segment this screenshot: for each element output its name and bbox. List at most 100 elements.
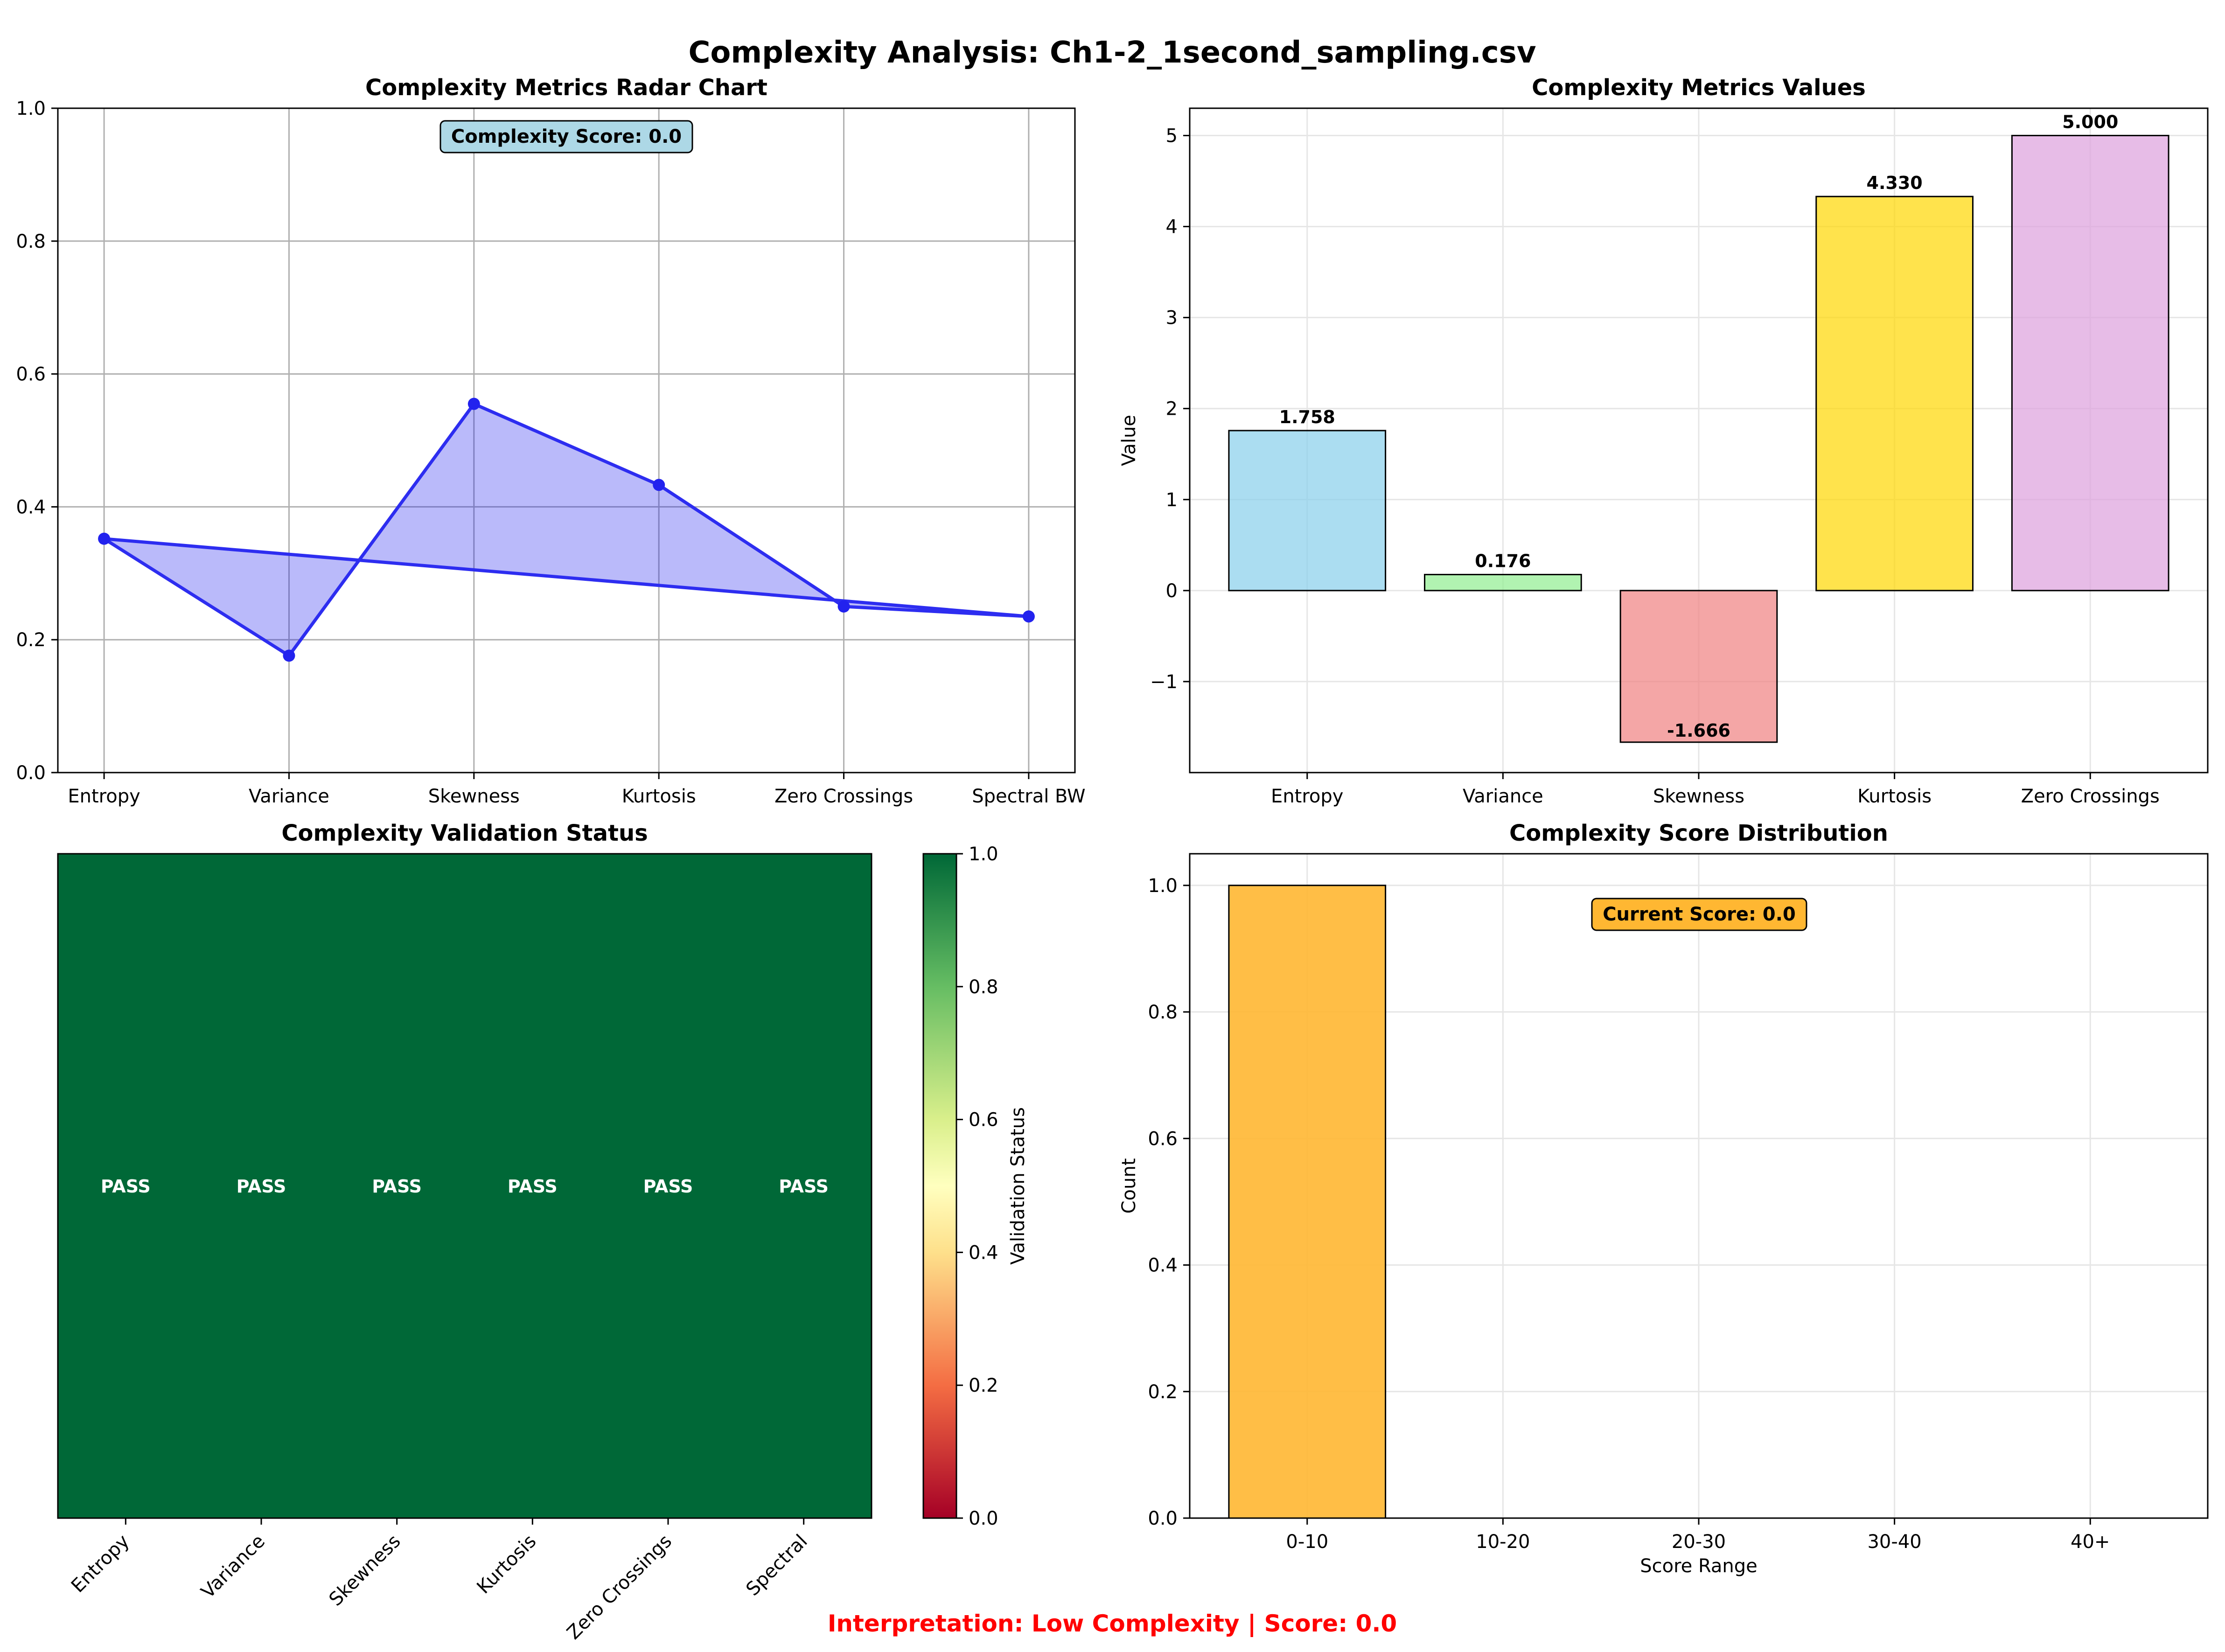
distribution-annotation-box (1591, 898, 1807, 931)
distribution-title: Complexity Score Distribution (1509, 820, 1888, 846)
colorbar-tick-label: 0.4 (969, 1242, 998, 1263)
colorbar-label: Validation Status (1007, 1107, 1029, 1265)
metrics-bar-value-label: 0.176 (1475, 551, 1531, 572)
distribution-ylabel: Count (1118, 1158, 1140, 1214)
heatmap-colorbar: 0.0 0.2 0.4 0.6 0.8 1.0 (922, 843, 998, 1529)
radar-ytick-label: 0.2 (16, 629, 46, 651)
heatmap-cell-label: PASS (779, 1176, 829, 1197)
metrics-ytick-label: 2 (1166, 398, 1178, 420)
radar-panel: Complexity Metrics Radar Chart Entropy Va… (16, 75, 1085, 807)
colorbar-tick-label: 1.0 (969, 843, 998, 865)
radar-score-annotation: Complexity Score: 0.0 (439, 120, 693, 153)
heatmap-cells: PASS PASS PASS PASS PASS PASS (58, 854, 872, 1518)
radar-xtick-label: Entropy (68, 786, 140, 807)
heatmap-cell-label: PASS (643, 1176, 693, 1197)
radar-title: Complexity Metrics Radar Chart (365, 75, 767, 101)
radar-ytick-label: 0.8 (16, 231, 46, 252)
metrics-ytick-label: 0 (1166, 580, 1178, 602)
distribution-ytick-label: 0.6 (1148, 1128, 1178, 1150)
metrics-ytick-label: 4 (1166, 216, 1178, 238)
radar-xtick-label: Kurtosis (622, 786, 696, 807)
heatmap-cell-label: PASS (372, 1176, 422, 1197)
radar-ytick-label: 0.0 (16, 762, 46, 784)
distribution-ytick-label: 0.2 (1148, 1381, 1178, 1403)
radar-point (283, 649, 295, 662)
distribution-bars (1228, 885, 1387, 1519)
radar-point (1022, 610, 1035, 623)
distribution-score-annotation: Current Score: 0.0 (1591, 898, 1807, 931)
heatmap-cell-label: PASS (508, 1176, 558, 1197)
heatmap-frame (57, 853, 872, 1519)
radar-point (98, 532, 111, 545)
heatmap-cell (193, 854, 329, 1518)
metrics-bar-value-label: -1.666 (1667, 720, 1730, 741)
metrics-bar-value-label: 1.758 (1279, 407, 1335, 427)
heatmap-cell (736, 854, 872, 1518)
metrics-bar-axes: −1 0 1 2 3 4 5 Entropy Variance Skewness Kurtosis Z… (1150, 125, 2160, 807)
radar-ytick-label: 0.4 (16, 496, 46, 518)
distribution-bar (1228, 885, 1387, 1519)
distribution-xtick-label: 0-10 (1286, 1531, 1328, 1553)
metrics-bar (1815, 195, 1974, 592)
metrics-bar (2011, 135, 2169, 592)
distribution-ytick-label: 0.0 (1148, 1508, 1178, 1529)
figure-title: Complexity Analysis: Ch1-2_1second_sampl… (688, 35, 1536, 70)
radar-xtick-label: Skewness (428, 786, 520, 807)
distribution-axes: 0.0 0.2 0.4 0.6 0.8 1.0 0-10 10-20 20-30 30-40 40+ (1148, 875, 2110, 1553)
radar-point (837, 600, 850, 613)
metrics-ytick-label: 5 (1166, 125, 1178, 147)
radar-plot-frame (57, 107, 1076, 774)
heatmap-cell (329, 854, 465, 1518)
metrics-bar-panel: Complexity Metrics Values 1.758 0.176 -1.6… (1118, 75, 2209, 807)
metrics-bar (1424, 574, 1582, 592)
metrics-xtick-label: Kurtosis (1857, 786, 1932, 807)
metrics-bar-ylabel: Value (1118, 415, 1140, 466)
distribution-ytick-label: 0.4 (1148, 1255, 1178, 1276)
distribution-xtick-label: 20-30 (1672, 1531, 1726, 1553)
metrics-bar-title: Complexity Metrics Values (1532, 75, 1866, 101)
radar-annotation-text: Complexity Score: 0.0 (451, 126, 682, 147)
distribution-xtick-label: 40+ (2071, 1531, 2110, 1553)
radar-points (98, 397, 1035, 662)
distribution-xtick-label: 30-40 (1867, 1531, 1921, 1553)
distribution-xlabel: Score Range (1640, 1555, 1758, 1577)
distribution-xtick-label: 10-20 (1476, 1531, 1530, 1553)
distribution-annotation-text: Current Score: 0.0 (1603, 904, 1796, 925)
radar-ytick-label: 1.0 (16, 98, 46, 119)
metrics-bar (1228, 430, 1387, 592)
colorbar-tick-label: 0.0 (969, 1508, 998, 1529)
radar-point (653, 479, 665, 491)
score-distribution-panel: Complexity Score Distribution 0.00.20.40… (1118, 820, 2209, 1577)
radar-xtick-label: Zero Crossings (774, 786, 913, 807)
metrics-xtick-label: Entropy (1271, 786, 1343, 807)
distribution-ytick-label: 0.8 (1148, 1002, 1178, 1023)
heatmap-cell (600, 854, 736, 1518)
metrics-bar-value-label: 4.330 (1867, 173, 1923, 193)
radar-annotation-box (439, 120, 693, 153)
metrics-bar-value-label: 5.000 (2062, 112, 2118, 132)
radar-axes: Entropy Variance Skewness Kurtosis Zero Cros… (16, 98, 1085, 807)
metrics-xtick-label: Variance (1463, 786, 1543, 807)
metrics-xtick-label: Zero Crossings (2021, 786, 2160, 807)
colorbar-bar (922, 853, 957, 1519)
radar-ytick-label: 0.6 (16, 364, 46, 385)
colorbar-tick-label: 0.6 (969, 1109, 998, 1131)
distribution-ytick-label: 1.0 (1148, 875, 1178, 897)
radar-point (467, 397, 480, 410)
metrics-bars: 1.758 0.176 -1.666 4.330 5.000 (1228, 112, 2169, 743)
heatmap-cell (58, 854, 194, 1518)
heatmap-cell-label: PASS (101, 1176, 151, 1197)
heatmap-cell (465, 854, 601, 1518)
metrics-bar (1619, 590, 1778, 743)
heatmap-title: Complexity Validation Status (281, 820, 648, 846)
metrics-ytick-label: 3 (1166, 307, 1178, 329)
metrics-ytick-label: 1 (1166, 489, 1178, 511)
interpretation-footer: Interpretation: Low Complexity | Score: … (828, 1610, 1397, 1637)
colorbar-tick-label: 0.2 (969, 1375, 998, 1396)
radar-xtick-label: Spectral BW (972, 786, 1085, 807)
metrics-ytick-label: −1 (1150, 671, 1178, 693)
metrics-xtick-label: Skewness (1653, 786, 1744, 807)
radar-xtick-label: Variance (249, 786, 329, 807)
